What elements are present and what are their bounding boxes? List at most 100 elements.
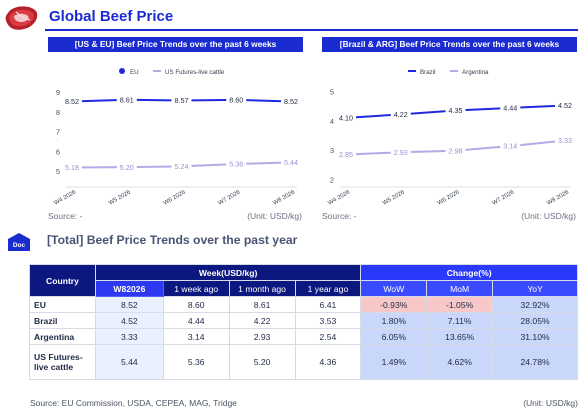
data-label-bg [336,112,356,122]
data-label-bg [500,141,521,151]
col-yoy: YoY [492,280,578,297]
axis-break-mark: · [56,150,58,156]
week-value-cell: 6.41 [294,296,362,313]
beef-price-table: Country Week(USD/kg) Change(%) W82026 1 … [29,264,578,380]
y-tick-label: 6 [56,147,60,156]
data-label-bg [62,96,82,106]
legend-label: US Futures-live cattle [165,69,225,76]
data-label: 8.57 [175,96,189,105]
data-label: 5.44 [284,158,298,167]
week-value-cell: 5.44 [94,344,164,380]
country-cell: Argentina [29,328,96,345]
chart-source: Source: - [48,211,83,221]
col-mom: MoM [426,280,494,297]
table-source: Source: EU Commission, USDA, CEPEA, MAG,… [30,398,237,408]
data-label-bg [281,96,301,106]
y-tick-label: 2 [330,176,334,185]
data-label-bg [116,94,137,104]
data-label: 8.61 [120,95,134,104]
change-value-cell: 13.65% [426,328,494,345]
data-label: 5.20 [120,163,134,172]
data-label: 3.33 [558,136,572,145]
chart-title: [US & EU] Beef Price Trends over the pas… [48,37,303,52]
change-value-cell: 7.11% [426,312,494,329]
axis-break-mark: · [56,138,58,144]
chart-unit: (Unit: USD/kg) [247,211,302,221]
y-tick-label: 9 [56,88,60,97]
change-value-cell: 1.49% [360,344,428,380]
col-1-year-ago: 1 year ago [294,280,362,297]
x-tick-label: W7 2026 [491,189,515,207]
data-label: 5.24 [175,162,189,171]
brazil-arg-line-chart: Brazil Argentina 2 3 4 5 W4 2026 W5 2026 W6 2026… [327,69,575,207]
data-label-bg [171,95,192,105]
section-title: [Total] Beef Price Trends over the past … [47,233,298,247]
col-wow: WoW [360,280,428,297]
data-label: 2.93 [394,148,408,157]
legend-label: Brazil [420,69,435,76]
change-value-cell: 24.78% [492,344,578,380]
y-tick-label: 7 [56,128,60,137]
x-tick-label: W6 2026 [437,189,461,207]
x-tick-label: W5 2026 [382,189,406,207]
week-value-cell: 4.22 [228,312,296,329]
change-value-cell: 1.80% [360,312,428,329]
week-value-cell: 4.44 [162,312,230,329]
week-value-cell: 5.36 [162,344,230,380]
y-tick-label: 8 [56,108,60,117]
y-tick-label: 3 [330,146,334,155]
data-label: 4.22 [394,110,408,119]
week-value-cell: 3.33 [94,328,164,345]
week-value-cell: 2.54 [294,328,362,345]
x-tick-label: W8 2026 [546,189,570,207]
table-unit: (Unit: USD/kg) [523,398,578,408]
week-value-cell: 2.93 [228,328,296,345]
change-value-cell: 6.05% [360,328,428,345]
brazil-arg-chart-panel: [Brazil & ARG] Beef Price Trends over th… [322,37,577,226]
data-label: 4.10 [339,113,353,122]
data-label-bg [226,94,247,104]
legend-label: EU [130,69,139,76]
week-value-cell: 4.52 [94,312,164,329]
chart-title: [Brazil & ARG] Beef Price Trends over th… [322,37,577,52]
legend-label: Argentina [462,69,489,76]
week-value-cell: 8.60 [162,296,230,313]
data-label: 4.44 [503,104,517,113]
data-label-bg [281,157,301,167]
chart-unit: (Unit: USD/kg) [521,211,576,221]
y-tick-label: 4 [330,117,334,126]
data-label: 4.35 [449,106,463,115]
x-tick-label: W6 2026 [163,189,187,207]
change-value-cell: 32.92% [492,296,578,313]
y-tick-label: 5 [56,167,60,176]
week-value-cell: 3.53 [294,312,362,329]
doc-badge-icon: Doc [8,233,30,251]
legend-marker [119,68,125,74]
doc-badge-label: Doc [13,242,26,249]
title-divider [45,29,578,31]
data-label-bg [555,135,575,145]
beef-steak-icon [5,6,38,30]
week-value-cell: 3.14 [162,328,230,345]
data-label-bg [445,145,466,155]
data-label-bg [445,105,466,115]
table-row: Brazil 4.52 4.44 4.22 3.53 1.80% 7.11% 28.05% [29,312,578,329]
data-label-bg [116,162,137,172]
y-tick-label: 5 [330,87,334,96]
change-value-cell: 28.05% [492,312,578,329]
change-value-cell: -1.05% [426,296,494,313]
country-header: Country [29,264,96,297]
col-1-month-ago: 1 month ago [228,280,296,297]
week-value-cell: 5.20 [228,344,296,380]
data-label: 2.98 [449,146,463,155]
x-tick-label: W4 2026 [327,189,351,207]
data-label: 2.85 [339,150,353,159]
change-value-cell: 31.10% [492,328,578,345]
us-eu-chart-panel: [US & EU] Beef Price Trends over the pas… [48,37,303,226]
data-label-bg [62,162,82,172]
change-value-cell: -0.93% [360,296,428,313]
table-row: EU 8.52 8.60 8.61 6.41 -0.93% -1.05% 32.92% [29,296,578,313]
us-eu-line-chart: EU US Futures-live cattle 5 6 7 8 9 · · W4 2026 W5… [53,68,301,207]
data-label-bg [390,147,411,157]
chart-source: Source: - [322,211,357,221]
